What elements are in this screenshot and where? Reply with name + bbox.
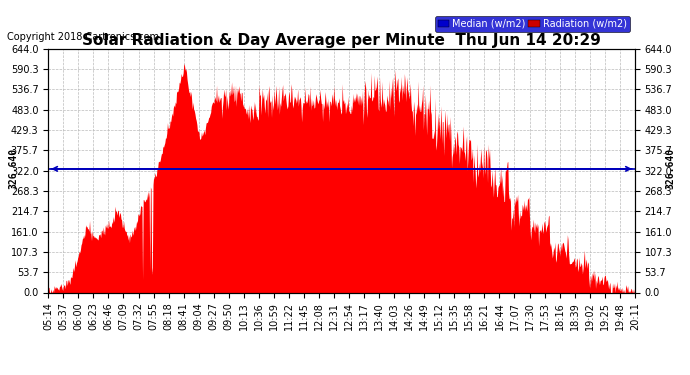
Text: 326.640: 326.640 <box>8 148 18 189</box>
Text: 326.640: 326.640 <box>665 148 675 189</box>
Legend: Median (w/m2), Radiation (w/m2): Median (w/m2), Radiation (w/m2) <box>435 16 630 32</box>
Text: Copyright 2018 Cartronics.com: Copyright 2018 Cartronics.com <box>7 32 159 42</box>
Title: Solar Radiation & Day Average per Minute  Thu Jun 14 20:29: Solar Radiation & Day Average per Minute… <box>82 33 601 48</box>
